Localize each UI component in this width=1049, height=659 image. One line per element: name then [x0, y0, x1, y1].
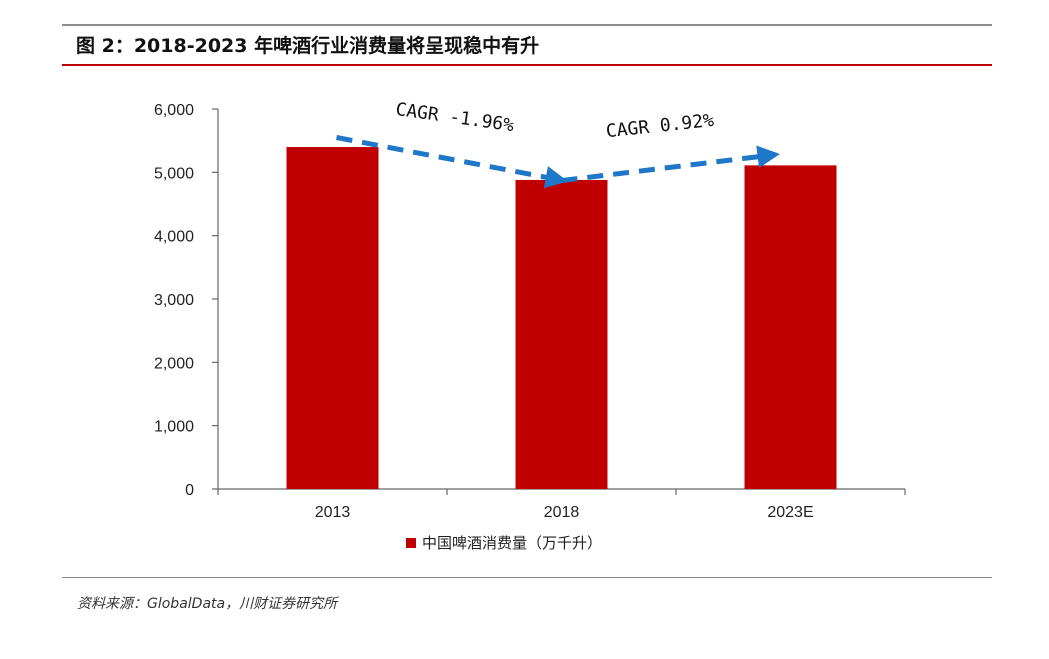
y-tick-label: 0: [185, 482, 194, 499]
cagr-arrow: [336, 135, 568, 189]
bar: [744, 165, 837, 489]
bar: [515, 179, 608, 489]
y-tick-label: 3,000: [154, 292, 194, 309]
legend-swatch: [406, 538, 416, 548]
y-axis: 0 1,000 2,000 3,000 4,000 5,000 6,000: [154, 102, 219, 499]
bar-series: [286, 147, 837, 489]
x-tick-label: 2018: [544, 504, 580, 521]
x-tick-label: 2013: [315, 504, 351, 521]
legend-label: 中国啤酒消费量（万千升）: [422, 534, 602, 552]
y-tick-label: 1,000: [154, 419, 194, 436]
x-axis: 2013 2018 2023E: [217, 488, 906, 521]
top-divider: [62, 24, 992, 26]
legend: 中国啤酒消费量（万千升）: [406, 534, 602, 552]
cagr-annotations: CAGR -1.96% CAGR 0.92%: [336, 99, 780, 189]
y-tick-label: 6,000: [154, 102, 194, 119]
y-tick-label: 2,000: [154, 355, 194, 372]
figure-title: 图 2：2018-2023 年啤酒行业消费量将呈现稳中有升: [76, 35, 540, 57]
source-note: 资料来源：GlobalData，川财证券研究所: [77, 596, 338, 612]
y-tick-label: 4,000: [154, 229, 194, 246]
y-tick-label: 5,000: [154, 165, 194, 182]
cagr-arrow: [561, 145, 780, 184]
cagr-label: CAGR -1.96%: [394, 99, 515, 136]
cagr-label: CAGR 0.92%: [605, 110, 715, 142]
bar: [286, 147, 379, 489]
title-divider: [62, 64, 992, 66]
source-divider: [62, 577, 992, 578]
x-tick-label: 2023E: [767, 504, 813, 521]
